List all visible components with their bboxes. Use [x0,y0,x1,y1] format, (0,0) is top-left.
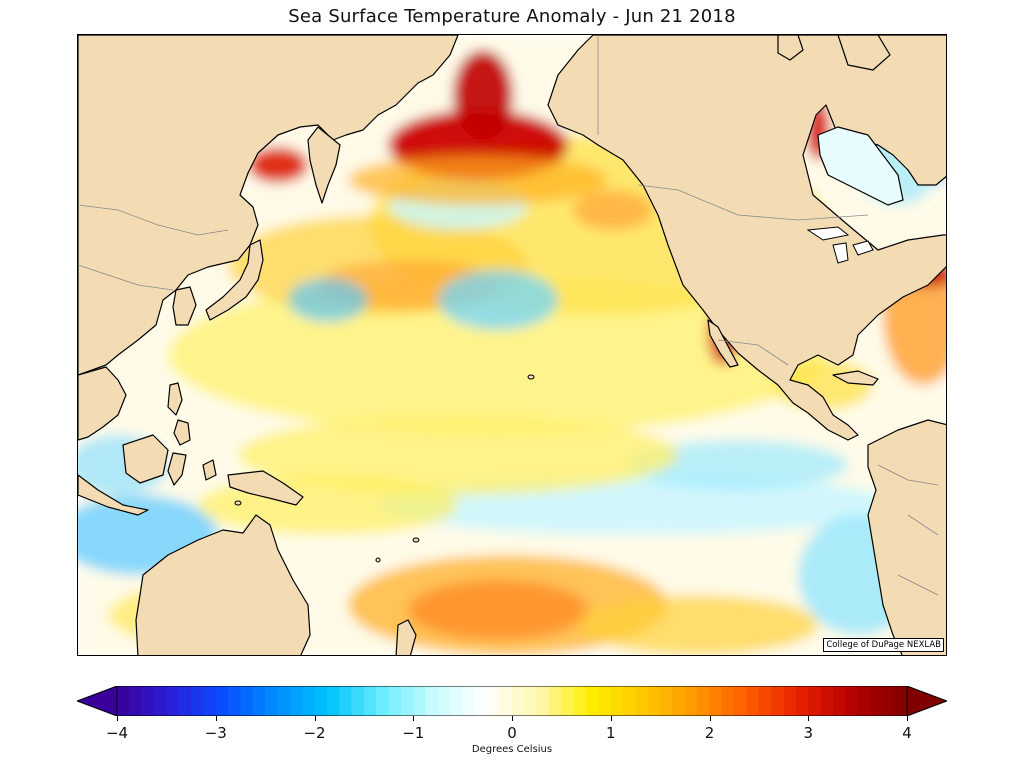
colorbar-tick-label: −4 [105,724,129,742]
colorbar-segments [117,686,908,716]
colorbar-segment [351,686,365,716]
colorbar-segment [141,686,155,716]
colorbar-segment [771,686,785,716]
colorbar-segment [388,686,402,716]
colorbar-segment [326,686,340,716]
colorbar-segment [549,686,562,716]
colorbar-segment [203,686,217,716]
colorbar-segment [709,686,723,716]
colorbar-segment [635,686,649,716]
colorbar-tick-label: −1 [402,724,425,742]
colorbar-segment [487,686,501,716]
colorbar-segment [240,686,254,716]
colorbar-segment [265,686,278,716]
country-borders [78,35,939,596]
colorbar-segment [672,686,686,716]
colorbar-segment [684,686,698,716]
colorbar-segment [610,686,624,716]
islands [234,374,535,563]
colorbar-segment [339,686,353,716]
colorbar-segment [314,686,328,716]
colorbar-segment [376,686,390,716]
credit-label: College of DuPage NEXLAB [823,638,944,652]
colorbar-segment [363,686,377,716]
colorbar-segment [191,686,204,716]
colorbar-segment [252,686,266,716]
colorbar-segment [894,686,908,716]
colorbar-segment [512,686,525,716]
colorbar-extend-max [907,686,947,716]
colorbar-label: Degrees Celsius [471,744,553,755]
colorbar-tick-mark [215,716,217,721]
colorbar-segment [499,686,513,716]
colorbar-segment [215,686,229,716]
colorbar-segment [228,686,241,716]
colorbar-tick-mark [117,716,118,721]
colorbar-tick-mark [610,716,612,721]
colorbar-segment [845,686,859,716]
colorbar-segment [598,686,612,716]
colorbar-tick-label: 0 [507,724,517,742]
colorbar-tick-label: 3 [803,724,814,742]
colorbar-segment [178,686,192,716]
colorbar-tick-mark [512,716,513,721]
colorbar-segment [746,686,760,716]
colorbar-segment [857,686,871,716]
colorbar-segment [623,686,636,716]
colorbar-segment [166,686,180,716]
colorbar-tick-label: −2 [303,724,326,742]
colorbar-segment [462,686,476,716]
colorbar-segment [758,686,772,716]
colorbar-tick-mark [709,716,711,721]
colorbar-segment [820,686,834,716]
colorbar-segment [832,686,846,716]
colorbar-segment [808,686,822,716]
colorbar-tick-mark [808,716,810,721]
colorbar-segment [697,686,710,716]
colorbar-segment [400,686,414,716]
great-lakes [806,226,874,264]
colorbar-segment [425,686,439,716]
colorbar-segment [561,686,575,716]
colorbar [77,686,947,716]
colorbar-segment [660,686,673,716]
colorbar-segment [734,686,748,716]
colorbar-segment [129,686,143,716]
colorbar-tick-mark [413,716,415,721]
colorbar-segment [302,686,315,716]
colorbar-tick-label: 1 [605,724,616,742]
colorbar-tick-label: 2 [704,724,715,742]
map-title: Sea Surface Temperature Anomaly - Jun 21… [288,6,736,27]
colorbar-tick-mark [314,716,316,721]
colorbar-segment [882,686,896,716]
colorbar-segment [869,686,883,716]
colorbar-segment [783,686,797,716]
colorbar-tick-mark [907,716,908,721]
colorbar-segment [117,686,130,716]
colorbar-extend-min [77,686,117,716]
colorbar-segment [795,686,809,716]
colorbar-segment [586,686,599,716]
colorbar-segment [413,686,427,716]
colorbar-segment [154,686,167,716]
colorbar-tick-label: 4 [902,724,912,742]
colorbar-segment [450,686,464,716]
map-canvas [78,35,946,655]
colorbar-segment [573,686,587,716]
colorbar-segment [647,686,661,716]
colorbar-segment [289,686,303,716]
colorbar-segment [474,686,488,716]
colorbar-segment [721,686,735,716]
sst-anomaly-map: College of DuPage NEXLAB [77,34,947,656]
colorbar-segment [437,686,451,716]
colorbar-segment [536,686,550,716]
colorbar-segment [524,686,538,716]
colorbar-segment [277,686,291,716]
colorbar-tick-label: −3 [204,724,227,742]
